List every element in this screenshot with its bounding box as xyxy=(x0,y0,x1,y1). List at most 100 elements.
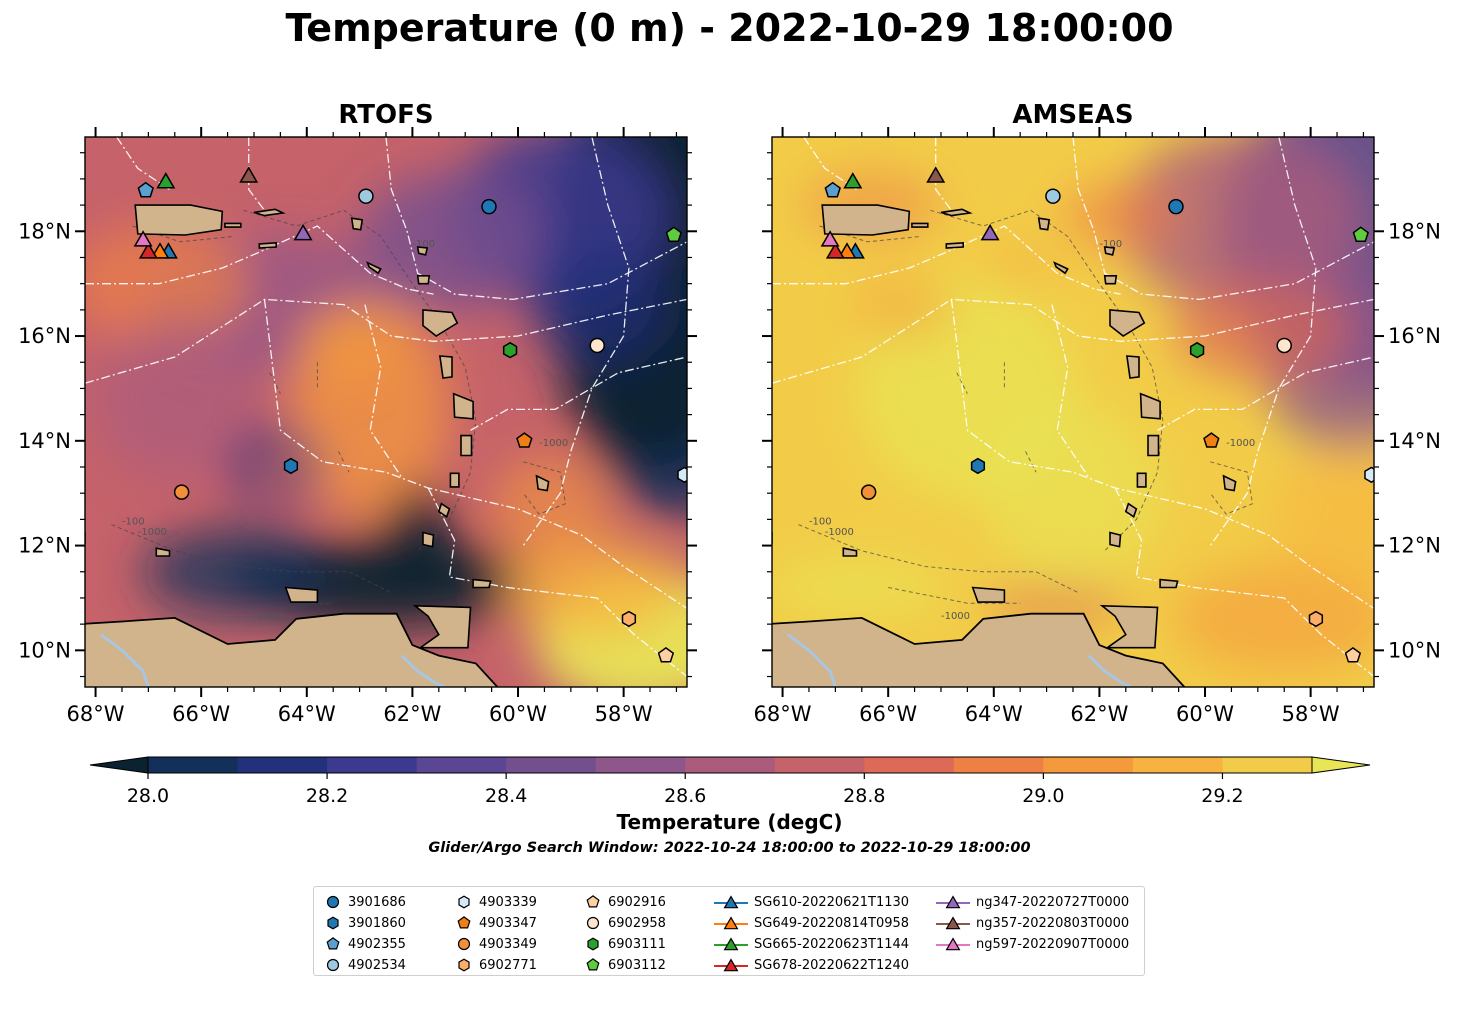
island-tobago xyxy=(472,578,492,589)
obs-marker-6903112 xyxy=(1352,226,1369,242)
colorbar-label: Temperature (degC) xyxy=(616,810,843,834)
island-dominica xyxy=(1125,355,1140,379)
island-st-kitts xyxy=(366,261,382,275)
lon-tick-label: 58°W xyxy=(1282,702,1340,726)
legend-label: 6902771 xyxy=(479,957,537,973)
island-st-vincent xyxy=(1136,472,1147,488)
obs-marker-4903349 xyxy=(860,484,877,500)
legend-symbol xyxy=(327,916,339,930)
island-st-lucia xyxy=(460,434,473,457)
legend-item: 4903349 xyxy=(455,934,537,954)
island-barbados xyxy=(1222,474,1237,492)
colorbar-tick-label: 28.0 xyxy=(127,785,169,807)
legend-item: 6902958 xyxy=(584,913,666,933)
rtofs-panel-title: RTOFS xyxy=(338,100,434,130)
colorbar-tick-label: 28.6 xyxy=(664,785,706,807)
colorbar-bin xyxy=(685,757,776,773)
south-america-land xyxy=(772,612,1186,687)
legend-marker-icon xyxy=(586,916,600,930)
observation-legend: 3901686 3901860 4902355 4902534 4903339 49033… xyxy=(313,886,1145,976)
colorbar-bin xyxy=(237,757,328,773)
river xyxy=(99,633,150,687)
island-martinique xyxy=(452,392,474,420)
colorbar-bin xyxy=(327,757,418,773)
legend-marker-icon xyxy=(936,937,970,951)
lon-tick-label: 60°W xyxy=(1176,702,1234,726)
figure-title: Temperature (0 m) - 2022-10-29 18:00:00 xyxy=(285,6,1174,50)
island-margarita xyxy=(971,586,1006,603)
bathymetry-contour xyxy=(1209,461,1254,515)
river xyxy=(400,654,445,687)
legend-label: SG678-20220622T1240 xyxy=(754,957,910,973)
lat-tick-label: 14°N xyxy=(18,429,71,453)
obs-marker-3901860 xyxy=(283,457,299,475)
eez-boundary xyxy=(1114,487,1374,678)
lat-tick-label: 10°N xyxy=(1388,638,1441,662)
lat-tick-label: 16°N xyxy=(18,324,71,348)
legend-label: 4902534 xyxy=(348,957,406,973)
obs-marker-4902355 xyxy=(824,181,841,198)
sst-field-patch xyxy=(980,242,1061,293)
island-puerto-rico xyxy=(134,204,224,236)
legend-symbol xyxy=(586,916,600,930)
legend-marker-icon xyxy=(714,958,748,972)
colorbar-tick-label: 28.2 xyxy=(306,785,348,807)
bathymetry-contour xyxy=(338,451,350,473)
legend-item: ng347-20220727T0000 xyxy=(936,892,1129,912)
sst-field-patch xyxy=(94,318,255,479)
island-aruba-curacao xyxy=(730,514,751,527)
legend-marker-icon xyxy=(586,895,600,908)
legend-marker-icon xyxy=(458,958,470,972)
obs-marker-6903112 xyxy=(665,226,682,242)
eez-boundary xyxy=(1209,137,1317,546)
colorbar-bin xyxy=(953,757,1044,773)
contour-label: -1000 xyxy=(825,527,854,538)
obs-marker-SG665-20220623T1144 xyxy=(156,172,176,189)
legend-symbol xyxy=(723,958,739,972)
island-bonaire xyxy=(85,531,86,544)
eez-boundary xyxy=(772,225,1121,295)
lon-tick-label: 62°W xyxy=(383,702,441,726)
lat-tick-label: 16°N xyxy=(1388,324,1441,348)
sst-field-patch xyxy=(527,244,668,365)
eez-boundary xyxy=(470,356,687,431)
island-trinidad xyxy=(412,604,472,649)
obs-marker-SG678-20220622T1240 xyxy=(138,242,158,259)
lon-tick-label: 66°W xyxy=(859,702,917,726)
eez-boundary xyxy=(1051,304,1090,478)
legend-label: 6902916 xyxy=(608,894,666,910)
obs-marker-6902771 xyxy=(1308,610,1324,628)
obs-marker-3901686 xyxy=(1168,198,1184,215)
map-axes: 68°W 66°W 64°W 62°W 60°W 58°W 10°N 12°N 14°N 16°N… xyxy=(18,127,697,726)
legend-marker-icon xyxy=(587,937,599,951)
obs-marker-4903347 xyxy=(1203,432,1220,448)
sst-field-patch xyxy=(85,223,249,344)
legend-symbol xyxy=(458,958,470,972)
lat-tick-label: 18°N xyxy=(1388,219,1441,243)
colorbar-tick-label: 29.0 xyxy=(1022,785,1064,807)
lon-tick-label: 58°W xyxy=(595,702,653,726)
legend-label: 6903112 xyxy=(608,957,666,973)
island-dominica xyxy=(438,355,453,379)
legend-symbol xyxy=(586,895,600,908)
legend-symbol xyxy=(723,895,739,909)
legend-label: 4903349 xyxy=(479,936,537,952)
obs-marker-ng357-20220803T0000 xyxy=(926,166,946,183)
island-st-croix xyxy=(945,241,964,249)
legend-item: 3901860 xyxy=(324,913,406,933)
eez-boundary xyxy=(248,137,266,211)
eez-boundary xyxy=(364,304,403,478)
island-bonaire xyxy=(772,531,773,544)
obs-marker-ng347-20220727T0000 xyxy=(980,223,1000,241)
legend-symbol xyxy=(326,937,340,950)
island-trinidad xyxy=(1099,604,1159,649)
bathymetry-contour xyxy=(956,372,968,394)
legend-label: ng597-20220907T0000 xyxy=(976,936,1130,952)
contour-label: -1000 xyxy=(941,611,970,622)
obs-marker-3901686 xyxy=(481,198,497,215)
island-antigua xyxy=(416,275,431,285)
legend-item: 4903339 xyxy=(455,892,537,912)
legend-marker-icon xyxy=(586,958,600,971)
